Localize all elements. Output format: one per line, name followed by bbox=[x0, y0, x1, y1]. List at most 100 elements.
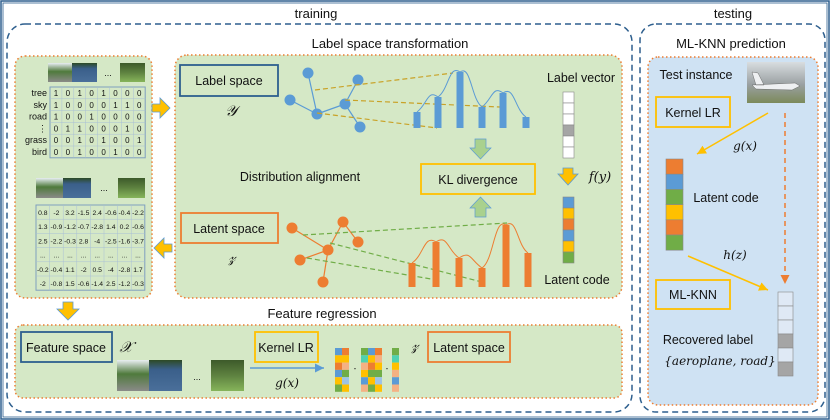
distribution-curve bbox=[416, 69, 527, 118]
label-vector-cell bbox=[562, 135, 575, 148]
code-cell bbox=[392, 362, 399, 370]
down-arrow-icon bbox=[469, 138, 492, 160]
matrix-cell: -1.6 bbox=[119, 238, 131, 245]
distribution-bar bbox=[522, 117, 530, 128]
matrix-cell: -0.6 bbox=[78, 281, 90, 288]
g-x-label: g(x) bbox=[275, 376, 299, 390]
graph-node bbox=[311, 108, 323, 120]
dash: - bbox=[354, 364, 357, 373]
code-cell bbox=[361, 348, 368, 356]
row-label: grass bbox=[25, 135, 48, 145]
matrix-cell: -0.7 bbox=[78, 224, 90, 231]
matrix-cell: 1 bbox=[78, 124, 83, 133]
code-cell bbox=[361, 377, 368, 385]
latent-matrix: 0.8 -2 3.2 -1.5 2.4 -0.6 -0.4 -2.21.3 -0.9 -1.2 -0… bbox=[35, 204, 146, 291]
kernel-lr-label: Kernel LR bbox=[665, 106, 721, 120]
label-vector bbox=[562, 91, 575, 159]
matrix-cell: -0.8 bbox=[51, 281, 63, 288]
matrix-cell: 0 bbox=[101, 113, 106, 122]
ellipsis: ... bbox=[193, 372, 201, 382]
matrix-cell: 0 bbox=[66, 113, 71, 122]
kl-divergence-box bbox=[420, 163, 536, 195]
label-vector-cell bbox=[562, 124, 575, 137]
photo bbox=[149, 360, 182, 391]
matrix-cell: -0.4 bbox=[119, 210, 131, 217]
label-space-box bbox=[179, 64, 279, 97]
matrix-cell: ... bbox=[81, 253, 87, 260]
matrix-cell: -4 bbox=[108, 267, 114, 274]
up-arrow-icon bbox=[469, 196, 492, 218]
matrix-cell: 0 bbox=[89, 148, 94, 157]
matrix-cell: 0 bbox=[101, 101, 106, 110]
code-cell bbox=[392, 355, 399, 363]
photo bbox=[36, 178, 63, 198]
graph-node bbox=[302, 67, 314, 79]
alignment-dash bbox=[306, 257, 438, 281]
code-cell bbox=[368, 377, 375, 385]
graph-node bbox=[339, 98, 351, 110]
matrix-cell: 1 bbox=[78, 89, 83, 98]
matrix-cell: ... bbox=[40, 253, 46, 260]
matrix-cell: 3.2 bbox=[65, 210, 75, 217]
row-label: ⋮ bbox=[38, 123, 47, 133]
ml-knn-prediction-title: ML-KNN prediction bbox=[676, 36, 786, 51]
distribution-bar bbox=[413, 112, 421, 128]
matrix-cell: -2 bbox=[40, 281, 46, 288]
row-label: road bbox=[29, 112, 47, 122]
matrix-cell: 0 bbox=[125, 113, 130, 122]
matrix-cell: 0 bbox=[66, 89, 71, 98]
latent-code-columns bbox=[335, 348, 399, 392]
feature-space-label: Feature space bbox=[26, 341, 106, 355]
matrix-cell: 0 bbox=[113, 136, 118, 145]
prediction-panel bbox=[647, 56, 819, 406]
ml-knn-label: ML-KNN bbox=[669, 288, 717, 302]
decode-arrow bbox=[687, 255, 769, 291]
matrix-cell: 1 bbox=[125, 101, 130, 110]
matrix-cell: 0 bbox=[89, 124, 94, 133]
h-z-label: h(z) bbox=[723, 248, 747, 262]
testing-region bbox=[639, 23, 826, 413]
photo bbox=[72, 63, 97, 82]
matrix-cell: 0 bbox=[78, 113, 83, 122]
matrix-cell: ... bbox=[94, 253, 100, 260]
code-cell bbox=[392, 377, 399, 385]
distribution-bar bbox=[502, 225, 510, 287]
label-space-transformation-title: Label space transformation bbox=[312, 36, 469, 51]
code-cell bbox=[361, 355, 368, 363]
matrix-cell: ... bbox=[67, 253, 73, 260]
code-cell bbox=[375, 369, 382, 378]
matrix-cell: -2.2 bbox=[51, 238, 63, 245]
testing-title: testing bbox=[714, 6, 752, 21]
left-arrow-icon bbox=[153, 237, 173, 259]
code-cell bbox=[368, 369, 375, 378]
label-vector-cell bbox=[562, 102, 575, 115]
matrix-cell: 1 bbox=[66, 124, 71, 133]
photo bbox=[117, 360, 149, 391]
matrix-cell: -4 bbox=[94, 238, 100, 245]
kernel-lr-box bbox=[254, 331, 319, 363]
ml-knn-box bbox=[655, 279, 731, 310]
latent-code-cell bbox=[562, 218, 575, 231]
kernel-lr-label: Kernel LR bbox=[258, 341, 314, 355]
dash: - bbox=[386, 364, 389, 373]
matrix-cell: 0 bbox=[125, 89, 130, 98]
code-cell bbox=[335, 355, 342, 363]
matrix-cell: 0 bbox=[66, 101, 71, 110]
matrix-cell: 0.5 bbox=[92, 267, 102, 274]
ellipsis: ... bbox=[100, 183, 108, 193]
matrix-cell: 0 bbox=[125, 148, 130, 157]
code-cell bbox=[392, 369, 399, 378]
aeroplane-shape bbox=[751, 71, 801, 91]
matrix-cell: 0 bbox=[113, 89, 118, 98]
training-region bbox=[6, 23, 633, 413]
feature-space-box bbox=[20, 331, 113, 363]
photo bbox=[120, 63, 145, 82]
latent-code-vector bbox=[562, 196, 575, 264]
recovered-label-cell bbox=[777, 305, 794, 321]
label-vector-cell bbox=[562, 91, 575, 104]
down-arrow-icon bbox=[56, 301, 80, 321]
matrix-cell: 1 bbox=[78, 136, 83, 145]
matrix-cell: 0 bbox=[113, 113, 118, 122]
latent-space-symbol: 𝓏 bbox=[228, 248, 238, 266]
